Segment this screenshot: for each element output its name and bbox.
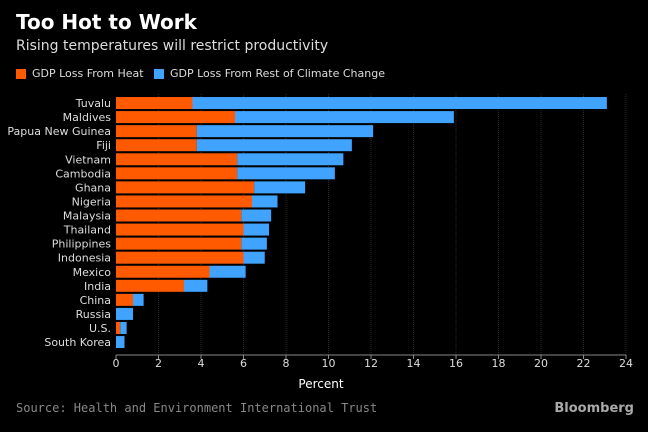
bar-heat: [116, 139, 197, 152]
legend-item-rest: GDP Loss From Rest of Climate Change: [154, 67, 385, 80]
legend-label-heat: GDP Loss From Heat: [32, 67, 144, 80]
x-axis-label: Percent: [298, 377, 343, 391]
bar-rest: [184, 279, 208, 292]
x-tick-label: 2: [155, 357, 162, 370]
category-label: China: [80, 294, 111, 307]
bar-heat: [116, 265, 210, 278]
bar-rest: [209, 265, 246, 278]
bar-heat: [116, 321, 121, 334]
bar-rest: [133, 293, 144, 306]
legend-item-heat: GDP Loss From Heat: [16, 67, 144, 80]
bloomberg-logo: Bloomberg: [554, 401, 634, 416]
bar-rest: [192, 97, 607, 110]
bar-heat: [116, 279, 184, 292]
bar-rest: [252, 195, 278, 208]
category-label: Philippines: [52, 238, 112, 251]
category-label: India: [84, 280, 111, 293]
x-tick-label: 8: [283, 357, 290, 370]
chart-subtitle: Rising temperatures will restrict produc…: [16, 38, 329, 54]
category-label: South Korea: [44, 336, 111, 349]
x-tick-label: 12: [364, 357, 378, 370]
category-label: Mexico: [73, 266, 112, 279]
category-label: Thailand: [63, 224, 111, 237]
bar-heat: [116, 293, 133, 306]
x-tick-label: 16: [449, 357, 463, 370]
bar-heat: [116, 181, 255, 194]
bar-heat: [116, 195, 252, 208]
x-tick-label: 22: [577, 357, 591, 370]
bar-rest: [235, 111, 454, 124]
bar-rest: [241, 209, 272, 222]
bar-heat: [116, 167, 238, 180]
x-tick-label: 4: [198, 357, 205, 370]
bar-heat: [116, 97, 193, 110]
category-label: Russia: [76, 308, 111, 321]
category-label: Ghana: [75, 181, 111, 194]
bar-rest: [243, 251, 265, 264]
legend-swatch-heat: [16, 68, 26, 79]
category-label: Indonesia: [58, 252, 111, 265]
bar-rest: [196, 139, 352, 152]
x-tick-label: 24: [619, 357, 633, 370]
bar-heat: [116, 125, 197, 138]
bar-rest: [116, 336, 125, 349]
bar-rest: [241, 237, 267, 250]
x-tick-label: 0: [113, 357, 120, 370]
bar-rest: [254, 181, 306, 194]
bar-rest: [120, 321, 127, 334]
x-tick-label: 20: [534, 357, 548, 370]
bar-heat: [116, 209, 242, 222]
bar-heat: [116, 153, 238, 166]
legend-swatch-rest: [154, 68, 164, 79]
category-label: Papua New Guinea: [7, 125, 111, 138]
category-label: Fiji: [96, 139, 111, 152]
chart-title: Too Hot to Work: [16, 10, 197, 34]
bar-rest: [196, 125, 374, 138]
bar-heat: [116, 111, 235, 124]
category-label: Tuvalu: [75, 97, 111, 110]
category-label: Malaysia: [63, 210, 111, 223]
bar-heat: [116, 237, 242, 250]
bar-rest: [116, 307, 133, 320]
legend-label-rest: GDP Loss From Rest of Climate Change: [170, 67, 385, 80]
category-label: Cambodia: [55, 167, 111, 180]
bar-heat: [116, 223, 244, 236]
x-tick-label: 10: [322, 357, 336, 370]
category-label: U.S.: [89, 322, 111, 335]
x-tick-label: 6: [240, 357, 247, 370]
x-tick-label: 18: [492, 357, 506, 370]
source-note: Source: Health and Environment Internati…: [16, 401, 378, 415]
category-label: Maldives: [63, 111, 112, 124]
bar-rest: [237, 167, 335, 180]
x-tick-label: 14: [407, 357, 421, 370]
category-label: Vietnam: [65, 153, 111, 166]
bar-rest: [237, 153, 344, 166]
category-label: Nigeria: [72, 195, 111, 208]
bar-heat: [116, 251, 244, 264]
bar-rest: [243, 223, 269, 236]
